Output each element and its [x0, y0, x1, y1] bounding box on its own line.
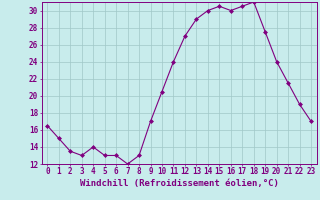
X-axis label: Windchill (Refroidissement éolien,°C): Windchill (Refroidissement éolien,°C)	[80, 179, 279, 188]
